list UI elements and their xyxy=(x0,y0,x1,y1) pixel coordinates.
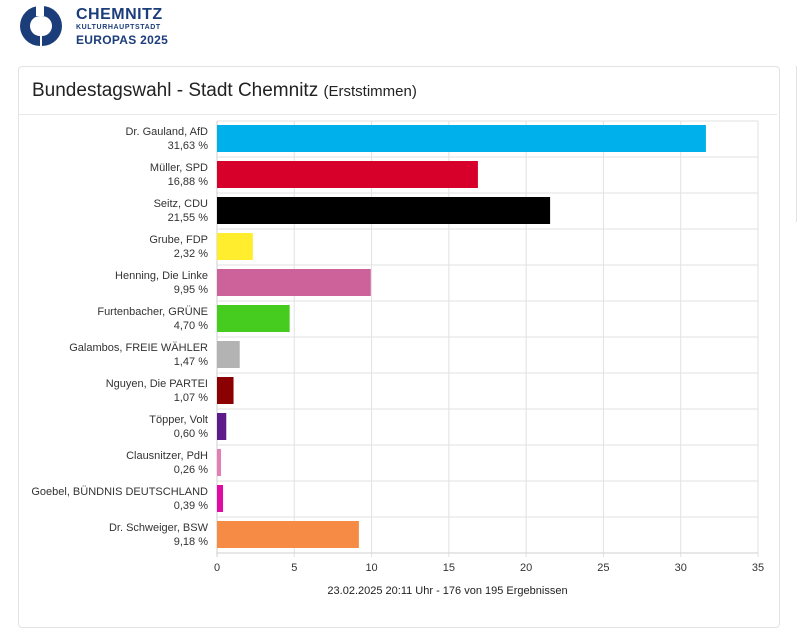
x-tick-label-10: 10 xyxy=(365,562,377,574)
tick-layer: 0 5 10 15 20 25 30 35 xyxy=(214,562,764,574)
category-name-6: Furtenbacher, GRÜNE xyxy=(97,306,208,318)
x-tick-label-35: 35 xyxy=(752,562,764,574)
category-name-11: Goebel, BÜNDNIS DEUTSCHLAND xyxy=(31,486,208,498)
category-name-7: Galambos, FREIE WÄHLER xyxy=(69,342,208,354)
grid-layer xyxy=(216,120,759,557)
x-tick-label-25: 25 xyxy=(597,562,609,574)
chemnitz-logo-icon xyxy=(20,4,62,46)
x-tick-label-15: 15 xyxy=(443,562,455,574)
category-name-1: Dr. Gauland, AfD xyxy=(125,126,208,138)
category-percent-10: 0,26 % xyxy=(174,464,208,476)
logo-line-3: EUROPAS 2025 xyxy=(76,33,169,47)
category-percent-8: 1,07 % xyxy=(174,392,208,404)
bar-11 xyxy=(217,485,224,512)
bar-2 xyxy=(217,161,478,188)
chart-title-sub: (Erststimmen) xyxy=(323,83,417,100)
category-percent-11: 0,39 % xyxy=(174,500,208,512)
category-percent-1: 31,63 % xyxy=(168,140,209,152)
label-layer: Dr. Gauland, AfD 31,63 % Müller, SPD 16,88 … xyxy=(31,126,208,548)
category-name-8: Nguyen, Die PARTEI xyxy=(106,378,208,390)
logo-text: CHEMNITZ KULTURHAUPTSTADT EUROPAS 2025 xyxy=(76,6,168,47)
bar-8 xyxy=(217,377,234,404)
bar-1 xyxy=(217,125,706,152)
category-name-9: Töpper, Volt xyxy=(149,414,208,426)
category-name-10: Clausnitzer, PdH xyxy=(126,450,208,462)
logo-line-1: CHEMNITZ xyxy=(76,6,163,23)
x-tick-label-0: 0 xyxy=(214,562,220,574)
chemnitz-logo[interactable]: CHEMNITZ KULTURHAUPTSTADT EUROPAS 2025 xyxy=(16,4,176,54)
category-name-3: Seitz, CDU xyxy=(154,198,208,210)
category-name-5: Henning, Die Linke xyxy=(115,270,208,282)
category-percent-3: 21,55 % xyxy=(168,212,209,224)
bar-layer xyxy=(217,125,706,548)
adjacent-panel-edge xyxy=(796,66,797,222)
category-percent-6: 4,70 % xyxy=(174,320,208,332)
bar-10 xyxy=(217,449,222,476)
category-percent-7: 1,47 % xyxy=(174,356,208,368)
chart-title-main: Bundestagswahl - Stadt Chemnitz xyxy=(32,80,319,101)
bar-5 xyxy=(217,269,371,296)
title-divider xyxy=(19,114,777,115)
category-percent-12: 9,18 % xyxy=(174,536,208,548)
bar-9 xyxy=(217,413,227,440)
bar-7 xyxy=(217,341,240,368)
category-percent-5: 9,95 % xyxy=(174,284,208,296)
logo-line-2: KULTURHAUPTSTADT xyxy=(76,24,161,31)
bar-6 xyxy=(217,305,290,332)
category-percent-4: 2,32 % xyxy=(174,248,208,260)
x-tick-label-30: 30 xyxy=(675,562,687,574)
category-percent-9: 0,60 % xyxy=(174,428,208,440)
bar-3 xyxy=(217,197,551,224)
bar-4 xyxy=(217,233,253,260)
category-name-2: Müller, SPD xyxy=(150,162,208,174)
category-percent-2: 16,88 % xyxy=(168,176,209,188)
results-footer: 23.02.2025 20:11 Uhr - 176 von 195 Ergeb… xyxy=(327,585,567,597)
x-tick-label-5: 5 xyxy=(291,562,297,574)
category-name-4: Grube, FDP xyxy=(149,234,208,246)
results-bar-chart: Dr. Gauland, AfD 31,63 % Müller, SPD 16,88 … xyxy=(31,120,764,597)
bar-12 xyxy=(217,521,359,548)
chart-title: Bundestagswahl - Stadt Chemnitz (Erststi… xyxy=(32,80,417,102)
category-name-12: Dr. Schweiger, BSW xyxy=(109,522,209,534)
x-tick-label-20: 20 xyxy=(520,562,532,574)
